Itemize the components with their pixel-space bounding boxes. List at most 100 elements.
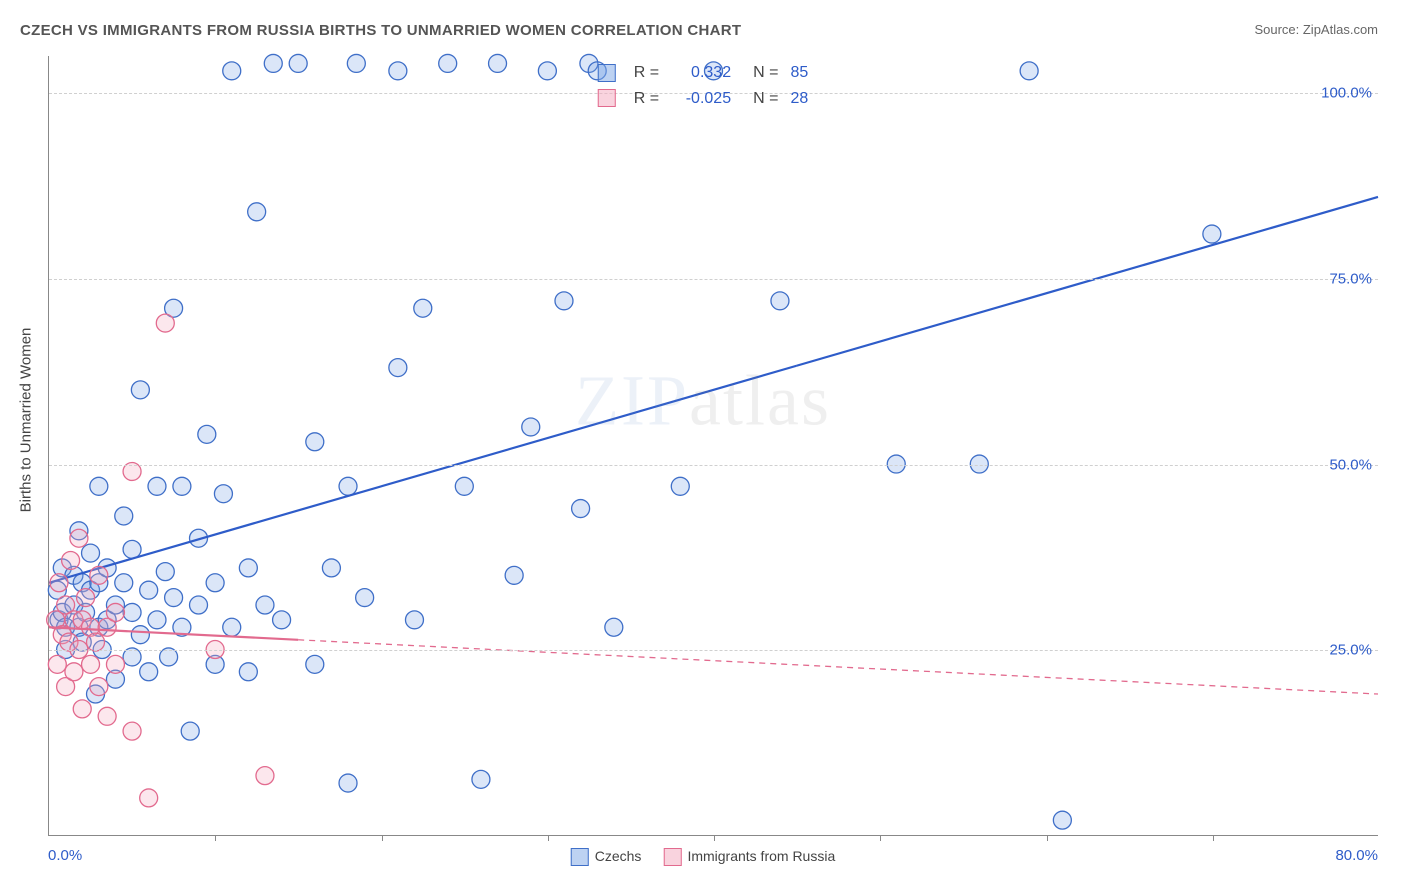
y-tick-label: 25.0% (1329, 642, 1372, 659)
scatter-point (1053, 811, 1071, 829)
scatter-point (455, 477, 473, 495)
scatter-point (389, 62, 407, 80)
scatter-point (1203, 225, 1221, 243)
scatter-point (256, 767, 274, 785)
scatter-point (123, 603, 141, 621)
correlation-row: R = -0.025 N = 28 (598, 86, 808, 112)
gridline-h (49, 279, 1378, 280)
legend-label: Czechs (595, 848, 642, 864)
x-tick (215, 835, 216, 841)
series-legend: Czechs Immigrants from Russia (571, 848, 836, 866)
scatter-point (123, 722, 141, 740)
trend-line-solid (49, 366, 797, 583)
scatter-point (70, 529, 88, 547)
correlation-row: R = 0.332 N = 85 (598, 60, 808, 86)
legend-swatch (663, 848, 681, 866)
trend-line-ext (298, 640, 1378, 694)
scatter-point (140, 663, 158, 681)
correlation-legend: R = 0.332 N = 85 R = -0.025 N = 28 (592, 58, 814, 113)
x-axis-end-label: 80.0% (1335, 847, 1378, 864)
scatter-point (131, 626, 149, 644)
x-tick (1047, 835, 1048, 841)
scatter-point (123, 540, 141, 558)
x-tick (880, 835, 881, 841)
scatter-point (306, 433, 324, 451)
n-value: 28 (790, 86, 808, 112)
gridline-h (49, 465, 1378, 466)
scatter-point (671, 477, 689, 495)
scatter-point (214, 485, 232, 503)
scatter-point (148, 611, 166, 629)
scatter-point (140, 789, 158, 807)
scatter-point (115, 574, 133, 592)
legend-label: Immigrants from Russia (687, 848, 835, 864)
x-tick (1213, 835, 1214, 841)
scatter-point (206, 574, 224, 592)
scatter-point (289, 54, 307, 72)
y-tick-label: 100.0% (1321, 85, 1372, 102)
scatter-point (82, 655, 100, 673)
scatter-point (248, 203, 266, 221)
n-value: 85 (790, 60, 808, 86)
scatter-point (405, 611, 423, 629)
scatter-point (239, 559, 257, 577)
scatter-point (439, 54, 457, 72)
scatter-point (156, 314, 174, 332)
legend-swatch (598, 89, 616, 107)
chart-title: CZECH VS IMMIGRANTS FROM RUSSIA BIRTHS T… (20, 22, 741, 39)
scatter-point (90, 566, 108, 584)
scatter-point (223, 618, 241, 636)
scatter-point (131, 381, 149, 399)
x-axis-start-label: 0.0% (48, 847, 82, 864)
y-tick-label: 75.0% (1329, 270, 1372, 287)
scatter-point (87, 633, 105, 651)
scatter-point (505, 566, 523, 584)
scatter-point (1020, 62, 1038, 80)
scatter-point (140, 581, 158, 599)
x-tick (548, 835, 549, 841)
scatter-point (347, 54, 365, 72)
scatter-point (181, 722, 199, 740)
scatter-point (165, 589, 183, 607)
scatter-point (156, 563, 174, 581)
scatter-point (148, 477, 166, 495)
scatter-point (48, 655, 66, 673)
n-label: N = (753, 86, 778, 112)
scatter-point (65, 663, 83, 681)
scatter-point (239, 663, 257, 681)
scatter-point (538, 62, 556, 80)
legend-item: Czechs (571, 848, 642, 866)
r-label: R = (634, 60, 659, 86)
scatter-point (115, 507, 133, 525)
trend-line-ext (797, 197, 1378, 366)
scatter-point (73, 700, 91, 718)
scatter-point (489, 54, 507, 72)
r-value: 0.332 (671, 60, 731, 86)
scatter-point (264, 54, 282, 72)
n-label: N = (753, 60, 778, 86)
scatter-point (50, 574, 68, 592)
plot-area: 25.0%50.0%75.0%100.0% (48, 56, 1378, 836)
scatter-point (82, 544, 100, 562)
x-tick (382, 835, 383, 841)
y-axis-label: Births to Unmarried Women (18, 328, 35, 513)
scatter-point (389, 359, 407, 377)
scatter-point (98, 707, 116, 725)
r-label: R = (634, 86, 659, 112)
scatter-point (472, 770, 490, 788)
scatter-point (256, 596, 274, 614)
chart-svg (49, 56, 1378, 835)
scatter-point (356, 589, 374, 607)
scatter-point (106, 655, 124, 673)
x-tick (714, 835, 715, 841)
r-value: -0.025 (671, 86, 731, 112)
scatter-point (90, 678, 108, 696)
gridline-h (49, 650, 1378, 651)
scatter-point (223, 62, 241, 80)
scatter-point (522, 418, 540, 436)
legend-item: Immigrants from Russia (663, 848, 835, 866)
scatter-point (106, 603, 124, 621)
scatter-point (339, 477, 357, 495)
scatter-point (273, 611, 291, 629)
legend-swatch (598, 64, 616, 82)
